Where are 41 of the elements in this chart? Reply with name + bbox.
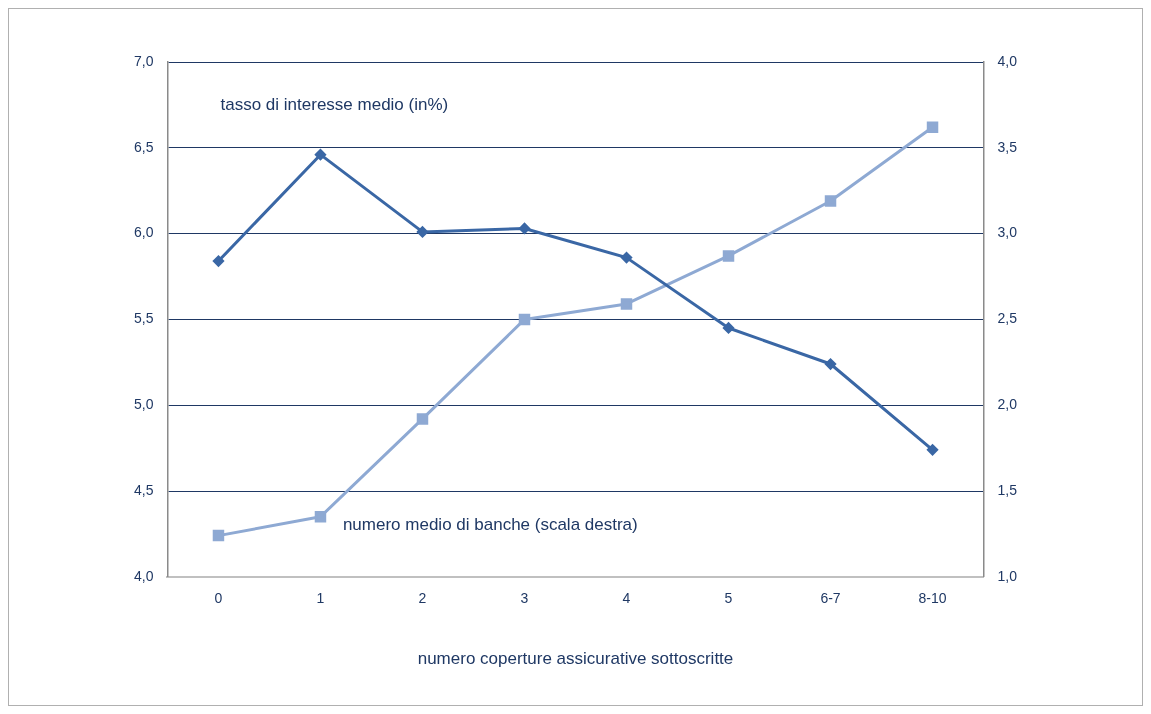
y-tick-label: 6,0	[133, 224, 154, 241]
y-tick-label: 6,5	[133, 138, 154, 155]
x-axis-title: numero coperture assicurative sottoscritte	[417, 649, 734, 669]
point	[723, 322, 735, 334]
series-label: numero medio di banche (scala destra)	[342, 515, 638, 535]
y2-tick-label: 2,5	[997, 310, 1018, 327]
x-tick-label: 3	[520, 590, 529, 607]
y-tick-label: 4,5	[133, 481, 154, 498]
point	[416, 413, 429, 425]
y2-tick-label: 2,0	[997, 396, 1018, 413]
y-tick-label: 4,0	[133, 567, 154, 584]
x-tick-label: 2	[418, 590, 427, 607]
y2-tick-label: 3,0	[997, 224, 1018, 241]
point	[212, 529, 225, 542]
x-tick-label: 8-10	[918, 590, 947, 607]
point	[620, 298, 633, 310]
y2-tick-label: 4,0	[997, 52, 1018, 69]
point	[314, 511, 327, 523]
y2-tick-label: 3,5	[997, 138, 1018, 155]
point	[416, 226, 428, 238]
point	[926, 121, 939, 133]
y-tick-label: 7,0	[133, 52, 154, 69]
text: tasso di interesse medio (in%)	[220, 95, 449, 115]
point	[927, 444, 939, 456]
point	[519, 222, 530, 234]
y2-tick-label: 1,5	[997, 481, 1018, 498]
point	[722, 250, 735, 262]
x-tick-label: 1	[316, 590, 325, 607]
point	[518, 313, 531, 326]
point	[825, 358, 837, 370]
point	[824, 195, 837, 207]
x-tick-label: 5	[724, 590, 733, 607]
point	[212, 255, 224, 267]
x-tick-label: 6-7	[820, 590, 841, 607]
point	[314, 149, 326, 161]
y-tick-label: 5,0	[133, 396, 154, 413]
point	[621, 252, 633, 264]
y2-tick-label: 1,0	[997, 567, 1018, 584]
y-tick-label: 5,5	[133, 310, 154, 327]
x-tick-label: 0	[214, 590, 223, 607]
x-tick-label: 4	[622, 590, 631, 607]
